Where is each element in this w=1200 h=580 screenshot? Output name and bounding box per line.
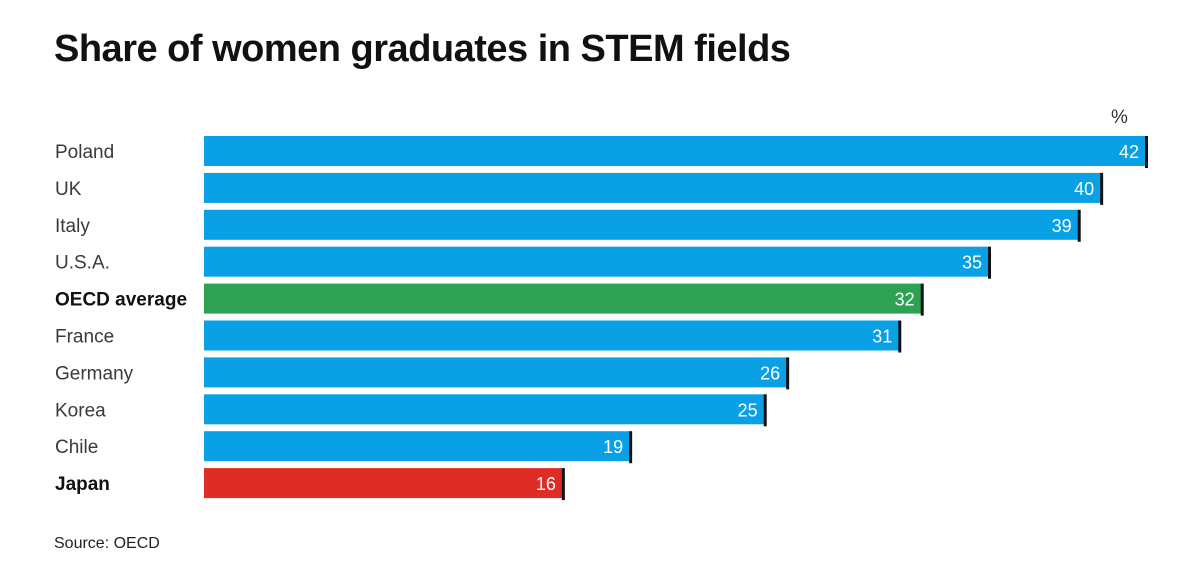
category-label-france: France — [55, 327, 114, 348]
bar-uk — [204, 172, 1102, 203]
bar-end-marker-oecd-average — [920, 283, 924, 316]
bar-end-marker-italy — [1077, 209, 1081, 242]
value-label-oecd-average: 32 — [895, 290, 915, 310]
bar-end-marker-chile — [629, 431, 633, 464]
bar-end-marker-france — [898, 320, 902, 353]
value-label-italy: 39 — [1052, 216, 1072, 236]
chart-title: Share of women graduates in STEM fields — [54, 28, 791, 70]
category-label-poland: Poland — [55, 142, 114, 163]
bar-end-marker-poland — [1145, 136, 1148, 168]
value-label-chile: 19 — [603, 437, 623, 457]
category-label-japan: Japan — [55, 474, 110, 495]
value-label-germany: 26 — [760, 363, 780, 383]
category-label-oecd-average: OECD average — [55, 290, 187, 311]
bar-end-marker-japan — [561, 468, 565, 501]
category-label-u-s-a: U.S.A. — [55, 253, 110, 274]
bar-japan — [204, 468, 563, 499]
bar-germany — [204, 357, 788, 388]
bar-poland — [204, 136, 1146, 166]
bar-france — [204, 320, 900, 351]
source-note: Source: OECD — [54, 535, 160, 552]
bar-chile — [204, 431, 631, 462]
category-label-korea: Korea — [55, 400, 106, 421]
category-label-germany: Germany — [55, 363, 134, 384]
bar-korea — [204, 394, 765, 425]
bar-italy — [204, 209, 1079, 240]
bar-oecd-average — [204, 283, 922, 314]
category-label-italy: Italy — [55, 216, 90, 237]
value-label-korea: 25 — [738, 400, 758, 420]
bar-end-marker-germany — [786, 357, 790, 390]
value-label-france: 31 — [872, 327, 892, 347]
bar-end-marker-u-s-a — [988, 246, 991, 279]
bar-u-s-a — [204, 246, 989, 277]
bar-end-marker-uk — [1100, 172, 1104, 205]
unit-label: % — [1111, 107, 1128, 128]
value-label-uk: 40 — [1074, 179, 1094, 199]
value-label-japan: 16 — [536, 474, 556, 494]
category-label-chile: Chile — [55, 437, 98, 458]
category-label-uk: UK — [55, 179, 82, 200]
value-label-poland: 42 — [1119, 142, 1139, 162]
bar-end-marker-korea — [763, 394, 767, 427]
value-label-u-s-a: 35 — [962, 253, 982, 273]
